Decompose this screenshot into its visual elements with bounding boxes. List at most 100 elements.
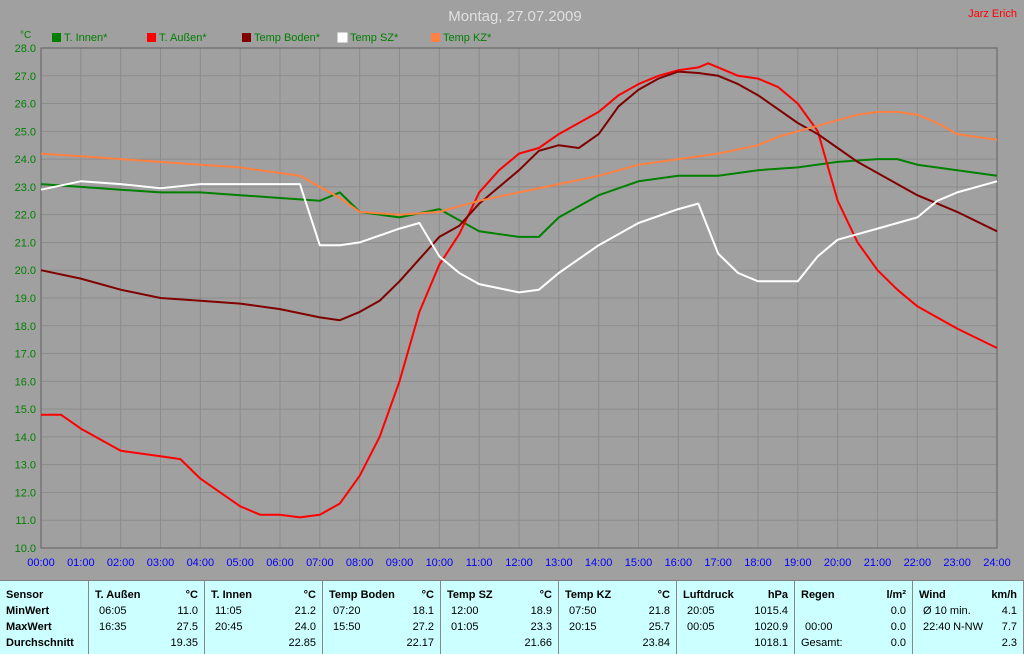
max-time: 00:00 <box>805 621 833 633</box>
y-tick-label: 27.0 <box>15 71 36 83</box>
y-tick-label: 11.0 <box>15 515 36 527</box>
stats-header-name: Temp SZ <box>447 589 493 601</box>
avg-value: 22.17 <box>406 637 434 649</box>
legend-label: T. Innen* <box>64 32 108 44</box>
min-time: 12:00 <box>451 605 479 617</box>
avg-value: 0.0 <box>890 637 906 649</box>
y-tick-label: 23.0 <box>15 182 36 194</box>
max-time: 22:40 <box>923 621 951 633</box>
max-value: 27.2 <box>412 621 434 633</box>
author-label: Jarz Erich <box>968 8 1017 20</box>
x-tick-label: 12:00 <box>505 557 533 569</box>
x-tick-label: 19:00 <box>784 557 812 569</box>
y-tick-label: 12.0 <box>15 487 36 499</box>
min-time: 20:05 <box>687 605 715 617</box>
x-tick-label: 20:00 <box>824 557 852 569</box>
row-label-avg: Durchschnitt <box>6 637 74 649</box>
stats-column: T. Außen °C 06:05 11.0 16:35 27.5 19.35 <box>89 581 205 654</box>
y-tick-label: 14.0 <box>15 432 36 444</box>
avg-value: 1018.1 <box>754 637 788 649</box>
x-tick-label: 16:00 <box>665 557 693 569</box>
max-time: 01:05 <box>451 621 479 633</box>
min-time: 07:50 <box>569 605 597 617</box>
x-tick-label: 08:00 <box>346 557 374 569</box>
avg-label: Gesamt: <box>801 637 843 649</box>
y-tick-label: 26.0 <box>15 99 36 111</box>
x-tick-label: 23:00 <box>943 557 971 569</box>
max-time: 15:50 <box>333 621 361 633</box>
y-tick-label: 18.0 <box>15 321 36 333</box>
x-tick-label: 07:00 <box>306 557 334 569</box>
stats-header-unit: °C <box>185 589 198 601</box>
x-tick-label: 13:00 <box>545 557 573 569</box>
stats-header-name: Temp Boden <box>329 589 395 601</box>
x-tick-label: 03:00 <box>147 557 175 569</box>
legend-swatch <box>147 33 156 42</box>
min-time: 07:20 <box>333 605 361 617</box>
x-tick-label: 24:00 <box>983 557 1011 569</box>
x-tick-label: 22:00 <box>904 557 932 569</box>
stats-column: Regen l/m² 0.0 00:00 0.0 Gesamt: 0.0 <box>795 581 913 654</box>
min-value: 11.0 <box>177 605 198 617</box>
legend: T. Innen* T. Außen* Temp Boden* Temp SZ* Tem… <box>52 32 492 44</box>
stats-header-unit: °C <box>303 589 316 601</box>
y-tick-label: 10.0 <box>15 543 36 555</box>
stats-header-name: T. Innen <box>211 589 252 601</box>
avg-value: 19.35 <box>170 637 198 649</box>
series-lines <box>40 62 998 519</box>
row-label-min: MinWert <box>6 605 50 617</box>
legend-label: Temp KZ* <box>443 32 492 44</box>
min-value: 18.9 <box>530 605 552 617</box>
x-tick-label: 11:00 <box>466 557 493 569</box>
stats-column: Luftdruck hPa 20:05 1015.4 00:05 1020.9 1018.1 <box>677 581 795 654</box>
y-tick-label: 21.0 <box>15 237 36 249</box>
y-tick-label: 25.0 <box>15 126 36 138</box>
avg-value: 2.3 <box>1001 637 1017 649</box>
y-tick-label: 17.0 <box>15 349 36 361</box>
stats-column-sensor: Sensor MinWert MaxWert Durchschnitt <box>0 581 89 654</box>
legend-swatch <box>337 32 348 43</box>
x-tick-label: 21:00 <box>864 557 892 569</box>
stats-column: Temp Boden °C 07:20 18.1 15:50 27.2 22.17 <box>323 581 441 654</box>
avg-value: 22.85 <box>288 637 316 649</box>
stats-column: T. Innen °C 11:05 21.2 20:45 24.0 22.85 <box>205 581 323 654</box>
y-tick-label: 22.0 <box>15 210 36 222</box>
x-tick-label: 17:00 <box>704 557 732 569</box>
stats-header-unit: hPa <box>767 589 788 601</box>
max-time: 00:05 <box>687 621 715 633</box>
min-value: 21.2 <box>294 605 316 617</box>
min-time: 11:05 <box>215 605 242 617</box>
max-value: 24.0 <box>294 621 316 633</box>
stats-column: Temp SZ °C 12:00 18.9 01:05 23.3 21.66 <box>441 581 559 654</box>
max-time: 20:15 <box>569 621 597 633</box>
stats-header-unit: km/h <box>991 589 1017 601</box>
legend-swatch <box>242 33 251 42</box>
y-tick-label: 19.0 <box>15 293 36 305</box>
max-time: 20:45 <box>215 621 243 633</box>
y-tick-label: 15.0 <box>15 404 36 416</box>
min-value: 4.1 <box>1001 605 1017 617</box>
y-tick-label: 28.0 <box>15 43 36 55</box>
stats-header-name: Regen <box>801 589 835 601</box>
max-value: 7.7 <box>1001 621 1017 633</box>
chart-title: Montag, 27.07.2009 <box>448 8 581 25</box>
y-tick-label: 20.0 <box>15 265 36 277</box>
min-value: 21.8 <box>648 605 670 617</box>
max-value: 1020.9 <box>754 621 788 633</box>
series-line-5 <box>40 110 998 216</box>
stats-header-unit: °C <box>657 589 670 601</box>
y-tick-label: 24.0 <box>15 154 36 166</box>
chart-background <box>0 0 1024 578</box>
x-tick-label: 04:00 <box>187 557 215 569</box>
avg-value: 23.84 <box>642 637 670 649</box>
x-tick-label: 09:00 <box>386 557 414 569</box>
x-tick-label: 02:00 <box>107 557 135 569</box>
stats-header-unit: l/m² <box>886 589 906 601</box>
stats-header-unit: °C <box>421 589 434 601</box>
x-tick-label: 18:00 <box>744 557 772 569</box>
x-tick-label: 00:00 <box>27 557 55 569</box>
legend-swatch <box>431 33 440 42</box>
x-tick-label: 15:00 <box>625 557 653 569</box>
stats-column: Wind km/h Ø 10 min. 4.1 22:40 N-NW 7.7 2.3 <box>913 581 1024 654</box>
series-line-4 <box>40 180 998 294</box>
